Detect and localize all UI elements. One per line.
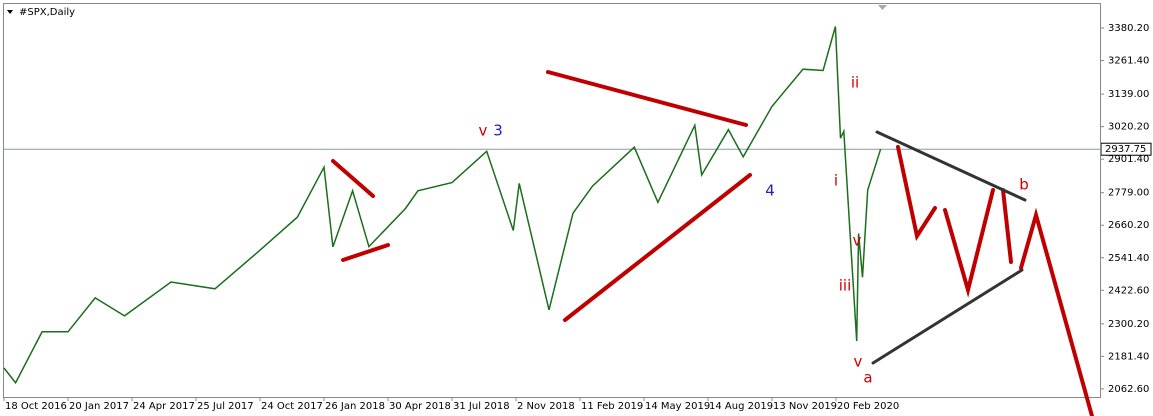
wave-label: v	[853, 232, 862, 250]
y-tick-label: 2422.60	[1108, 285, 1149, 296]
trendline	[546, 70, 748, 127]
trendline	[563, 173, 752, 322]
wave-label: b	[1019, 176, 1029, 194]
menu-arrow[interactable]	[7, 10, 13, 14]
price-line-series	[3, 26, 882, 385]
y-tick-label: 2901.40	[1108, 154, 1149, 165]
wave-label: 4	[765, 182, 775, 200]
trendline	[875, 130, 1027, 202]
wave-label: i	[834, 172, 838, 190]
trendline	[871, 268, 1024, 365]
x-tick-label: 14 May 2019	[645, 401, 710, 412]
trendline	[341, 243, 390, 262]
wave-label: v	[479, 122, 488, 140]
x-tick-label: 25 Jul 2017	[197, 401, 254, 412]
y-tick-label: 2541.40	[1108, 253, 1149, 264]
y-tick-label: 3020.20	[1108, 122, 1149, 133]
x-tick-label: 26 Jan 2018	[325, 401, 385, 412]
x-tick-label: 20 Jan 2017	[69, 401, 129, 412]
x-tick-label: 11 Feb 2019	[581, 401, 643, 412]
y-tick-label: 2660.20	[1108, 220, 1149, 231]
y-tick-label: 3139.00	[1108, 89, 1149, 100]
y-tick-label: 3380.20	[1108, 23, 1149, 34]
triangle-lines	[871, 130, 1027, 365]
x-tick-label: 14 Aug 2019	[709, 401, 773, 412]
x-tick-label: 13 Nov 2019	[773, 401, 837, 412]
shift-marker	[878, 5, 887, 10]
y-tick-label: 3261.40	[1108, 56, 1149, 67]
forecast-path	[1019, 207, 1094, 416]
trendlines	[331, 70, 1094, 416]
wave-label: iii	[839, 277, 852, 295]
forecast-path	[1001, 188, 1013, 264]
y-tick-label: 2779.00	[1108, 188, 1149, 199]
forecast-path	[943, 188, 995, 298]
wave-label: a	[863, 369, 872, 387]
x-tick-label: 24 Oct 2017	[261, 401, 323, 412]
x-tick-label: 18 Oct 2016	[5, 401, 67, 412]
y-tick-label: 2181.40	[1108, 351, 1149, 362]
y-tick-label: 2062.60	[1108, 384, 1149, 395]
x-tick-label: 31 Jul 2018	[453, 401, 510, 412]
x-tick-label: 30 Apr 2018	[389, 401, 451, 412]
chart-title: #SPX,Daily	[19, 7, 75, 18]
wave-label: 3	[493, 122, 503, 140]
x-tick-label: 2 Nov 2018	[517, 401, 575, 412]
wave-label: ii	[851, 74, 859, 92]
x-tick-label: 24 Apr 2017	[133, 401, 195, 412]
price-label: 2937.75	[1105, 144, 1146, 155]
wave-label: v	[854, 353, 863, 371]
x-tick-label: 20 Feb 2020	[837, 401, 899, 412]
y-tick-label: 2300.20	[1108, 319, 1149, 330]
forecast-path	[896, 145, 937, 242]
trendline	[331, 159, 375, 198]
